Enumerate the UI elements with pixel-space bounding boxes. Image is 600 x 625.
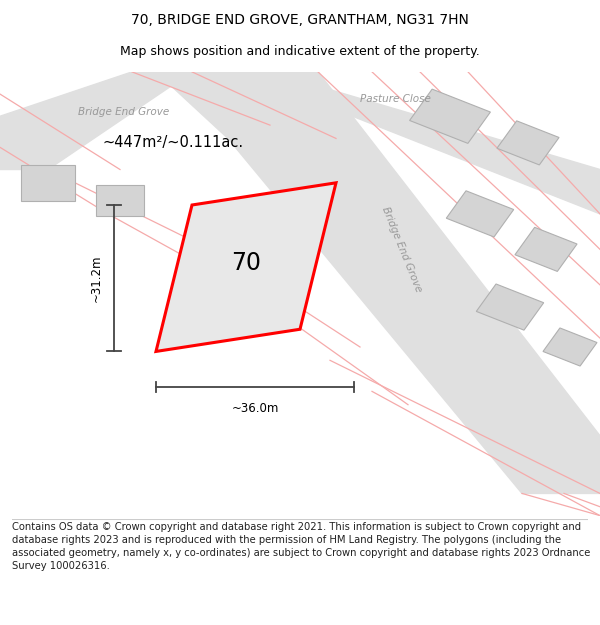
Polygon shape <box>446 191 514 237</box>
Text: Pasture Close: Pasture Close <box>360 94 431 104</box>
Text: Bridge End Grove: Bridge End Grove <box>380 205 424 294</box>
Polygon shape <box>240 72 600 214</box>
Polygon shape <box>96 185 144 216</box>
Text: Contains OS data © Crown copyright and database right 2021. This information is : Contains OS data © Crown copyright and d… <box>12 522 590 571</box>
Text: 70: 70 <box>231 251 261 275</box>
Polygon shape <box>543 328 597 366</box>
Text: 70, BRIDGE END GROVE, GRANTHAM, NG31 7HN: 70, BRIDGE END GROVE, GRANTHAM, NG31 7HN <box>131 13 469 27</box>
Polygon shape <box>156 182 336 351</box>
Polygon shape <box>476 284 544 330</box>
Polygon shape <box>0 72 192 169</box>
Polygon shape <box>156 72 600 494</box>
Polygon shape <box>515 228 577 271</box>
Text: ~447m²/~0.111ac.: ~447m²/~0.111ac. <box>102 136 243 151</box>
Text: ~31.2m: ~31.2m <box>90 254 103 302</box>
Text: Map shows position and indicative extent of the property.: Map shows position and indicative extent… <box>120 45 480 58</box>
Text: ~36.0m: ~36.0m <box>232 402 278 416</box>
Polygon shape <box>497 121 559 165</box>
Polygon shape <box>21 165 75 201</box>
Polygon shape <box>410 89 490 143</box>
Text: Bridge End Grove: Bridge End Grove <box>78 107 169 117</box>
